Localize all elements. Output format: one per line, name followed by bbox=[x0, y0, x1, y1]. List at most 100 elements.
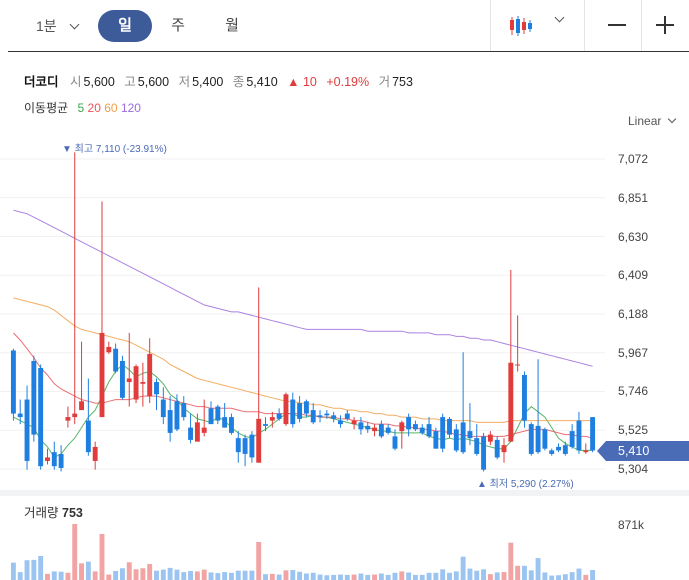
candle-body bbox=[235, 438, 241, 453]
volume-bar bbox=[385, 574, 391, 580]
candle-body bbox=[297, 403, 303, 419]
candle-body bbox=[10, 350, 16, 414]
candle-body bbox=[276, 413, 282, 419]
volume-value: 753 bbox=[392, 75, 413, 89]
volume-bar bbox=[242, 570, 248, 580]
volume-bar bbox=[256, 542, 262, 580]
volume-bar bbox=[181, 572, 187, 580]
candle-body bbox=[167, 410, 173, 433]
zoom-in-button[interactable] bbox=[656, 16, 674, 34]
low-label: 저 bbox=[178, 75, 191, 89]
change-percent: +0.19% bbox=[326, 75, 370, 89]
candle-body bbox=[229, 417, 234, 433]
open-label: 시 bbox=[70, 75, 82, 89]
volume-bar bbox=[447, 572, 452, 580]
volume-bar bbox=[576, 568, 582, 580]
zoom-out-button[interactable] bbox=[608, 24, 626, 26]
candle-body bbox=[426, 424, 432, 437]
candles bbox=[10, 152, 596, 472]
candle-body bbox=[72, 413, 78, 418]
candle-body bbox=[474, 438, 480, 454]
candle-body bbox=[351, 420, 357, 425]
volume-bar bbox=[201, 569, 207, 580]
candle-body bbox=[467, 431, 473, 439]
volume-bar bbox=[235, 570, 241, 580]
candle-body bbox=[528, 424, 534, 454]
candle-body bbox=[372, 427, 377, 432]
scale-dropdown[interactable]: Linear bbox=[628, 114, 662, 128]
volume-label: 거 bbox=[378, 75, 391, 89]
candle-body bbox=[494, 439, 500, 458]
volume-bar bbox=[324, 575, 330, 580]
candle-body bbox=[590, 417, 596, 451]
volume-bar bbox=[440, 569, 446, 580]
moving-average-legend[interactable]: 이동평균 5 20 60 120 bbox=[24, 99, 141, 116]
candle-body bbox=[399, 422, 405, 432]
high-value: 5,600 bbox=[137, 75, 170, 89]
y-tick: 5,967 bbox=[618, 346, 649, 360]
volume-bar bbox=[453, 571, 459, 580]
candle-body bbox=[242, 438, 248, 454]
candle-body bbox=[331, 415, 337, 419]
candle-body bbox=[440, 417, 446, 449]
candle-body bbox=[378, 424, 384, 437]
panel-divider bbox=[0, 490, 689, 496]
volume-bar bbox=[542, 572, 548, 580]
volume-bar bbox=[113, 571, 119, 580]
candle-body bbox=[419, 427, 425, 433]
candle-body bbox=[215, 406, 221, 421]
volume-bar bbox=[303, 573, 309, 580]
candle-body bbox=[119, 360, 125, 398]
volume-bar bbox=[51, 571, 57, 580]
ma-20-label: 20 bbox=[87, 101, 101, 115]
candle-body bbox=[583, 450, 589, 453]
candle-body bbox=[188, 427, 194, 440]
volume-bar bbox=[160, 569, 166, 580]
volume-bar bbox=[38, 556, 44, 580]
volume-bar bbox=[392, 572, 398, 580]
y-tick: 7,072 bbox=[618, 152, 649, 166]
volume-bar bbox=[372, 574, 377, 580]
volume-bar bbox=[133, 569, 139, 580]
volume-bar bbox=[92, 571, 98, 580]
ma-20-line bbox=[13, 332, 593, 439]
candle-body bbox=[310, 410, 316, 423]
volume-bar bbox=[310, 572, 316, 580]
volume-bar bbox=[17, 572, 23, 580]
volume-bar bbox=[467, 568, 473, 580]
candle-body bbox=[140, 382, 146, 384]
y-tick: 5,304 bbox=[618, 462, 649, 476]
volume-bar bbox=[528, 570, 534, 580]
tab-day[interactable]: 일 bbox=[98, 10, 152, 42]
volume-bar bbox=[174, 569, 180, 580]
volume-bar bbox=[426, 572, 432, 580]
candle-body bbox=[92, 446, 98, 461]
volume-bar bbox=[106, 574, 112, 580]
candle-body bbox=[249, 434, 255, 458]
volume-bar bbox=[487, 574, 493, 580]
candle-body bbox=[113, 348, 119, 372]
y-tick: 6,188 bbox=[618, 307, 649, 321]
candle-body bbox=[51, 452, 57, 467]
candle-body bbox=[79, 401, 84, 411]
candle-body bbox=[392, 436, 398, 449]
toolbar-separator bbox=[584, 0, 585, 52]
interval-dropdown[interactable]: 1분 bbox=[36, 16, 80, 36]
volume-bar bbox=[590, 570, 596, 580]
volume-bar bbox=[562, 574, 568, 580]
interval-label: 1분 bbox=[36, 18, 57, 34]
candle-body bbox=[17, 413, 23, 418]
toolbar-separator bbox=[490, 0, 491, 52]
candlestick-icon[interactable] bbox=[508, 14, 536, 38]
volume-bar bbox=[433, 572, 439, 580]
tab-week[interactable]: 주 bbox=[171, 17, 185, 34]
volume-bar bbox=[147, 564, 153, 580]
candle-body bbox=[365, 425, 371, 430]
candle-body bbox=[460, 422, 466, 453]
volume-bar bbox=[297, 571, 303, 580]
tab-month[interactable]: 월 bbox=[225, 17, 239, 34]
volume-axis-tick: 871k bbox=[618, 518, 645, 532]
volume-bar bbox=[167, 567, 173, 580]
high-label: 고 bbox=[124, 75, 136, 89]
